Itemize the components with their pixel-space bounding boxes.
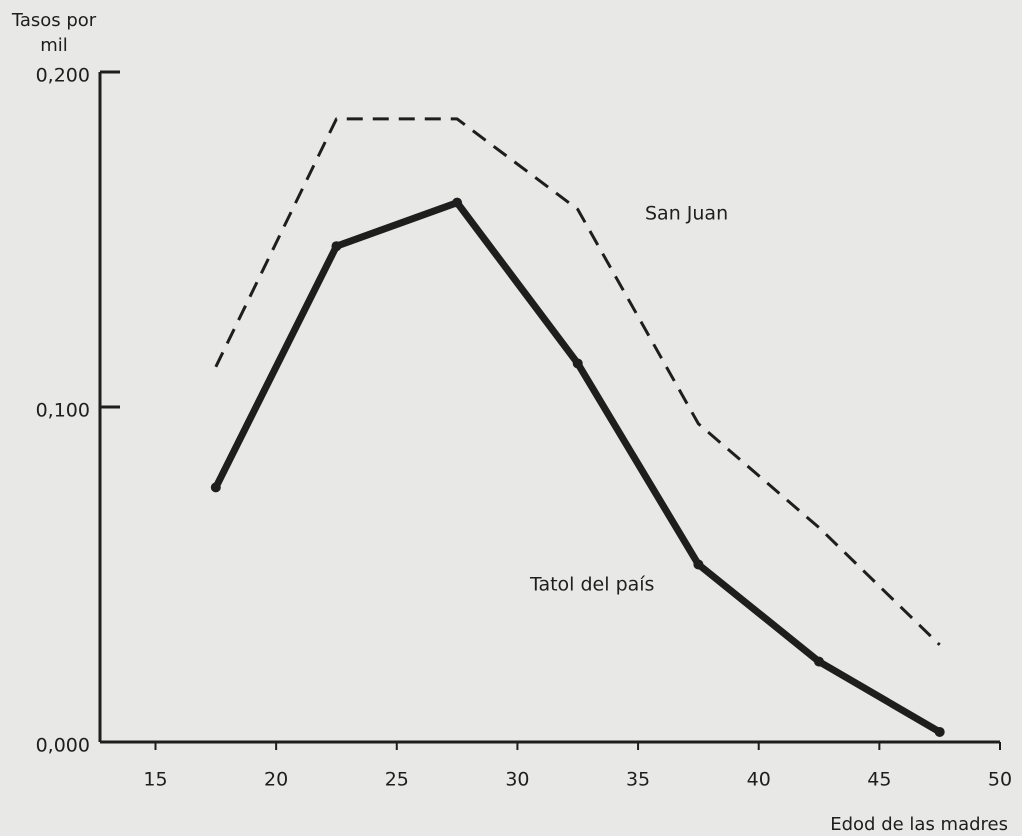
- series-line: [212, 199, 942, 735]
- series-label: San Juan: [645, 203, 728, 225]
- x-tick-label: 15: [143, 769, 167, 791]
- y-axis-label: Tasos por mil: [11, 10, 97, 56]
- x-tick-label: 35: [626, 769, 650, 791]
- point: [210, 482, 221, 493]
- x-tick-label: 45: [867, 769, 891, 791]
- y-tick-label: 0,200: [36, 65, 90, 87]
- point: [572, 358, 583, 369]
- point: [331, 241, 342, 252]
- point: [452, 197, 463, 208]
- y-tick-label: 0,000: [36, 735, 90, 757]
- point: [934, 726, 945, 737]
- x-tick-label: 50: [988, 769, 1012, 791]
- x-axis-label: Edod de las madres: [830, 814, 1008, 835]
- x-tick-label: 40: [747, 769, 771, 791]
- x-tick-label: 25: [385, 769, 409, 791]
- point: [814, 656, 825, 667]
- series-line: [214, 117, 941, 646]
- series-label: Tatol del país: [529, 574, 654, 596]
- y-tick-label: 0,100: [36, 400, 90, 422]
- x-tick-label: 30: [505, 769, 529, 791]
- x-tick-label: 20: [264, 769, 288, 791]
- point: [693, 559, 704, 570]
